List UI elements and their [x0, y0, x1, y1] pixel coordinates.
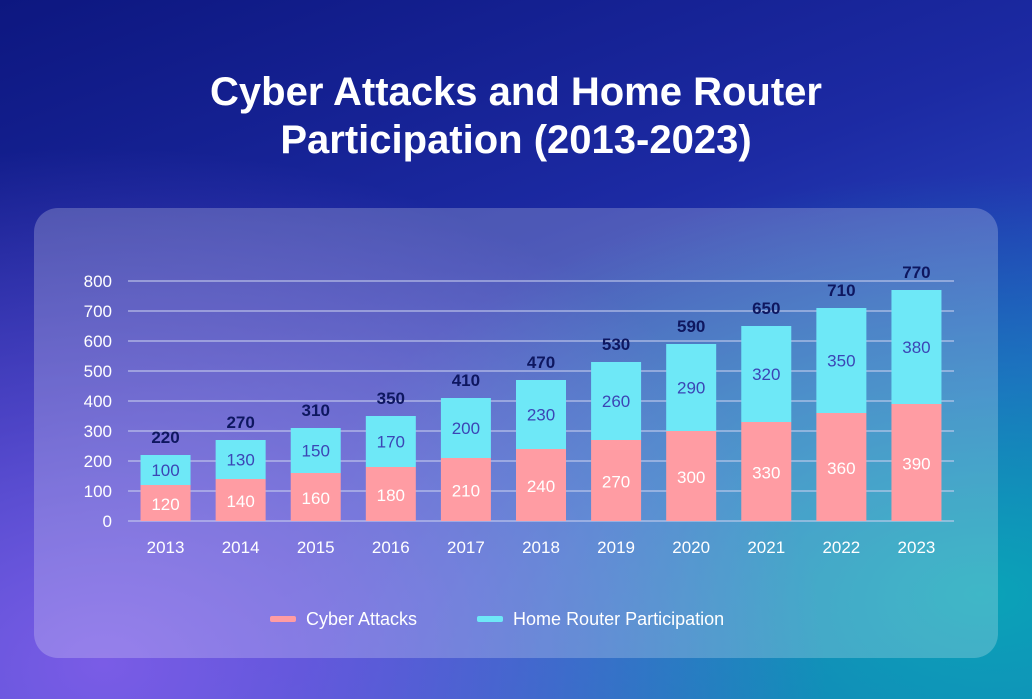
legend-label-cyber-attacks: Cyber Attacks [306, 608, 418, 629]
legend-item-cyber-attacks[interactable]: Cyber Attacks [270, 609, 417, 630]
data-label-home-router-participation-2013: 100 [151, 461, 179, 480]
bar-home-router-participation-2013 [140, 455, 191, 485]
legend-swatch-home-router-participation [477, 616, 504, 622]
bar-home-router-participation-2015 [290, 428, 341, 473]
x-tick-label-2014: 2014 [222, 538, 260, 557]
y-tick-label-500: 500 [84, 362, 112, 381]
legend-item-home-router-participation[interactable]: Home Router Participation [477, 609, 724, 630]
bar-cyber-attacks-2023 [891, 404, 942, 521]
bar-cyber-attacks-2013 [140, 485, 191, 521]
data-label-cyber-attacks-2015: 160 [302, 489, 330, 508]
data-label-cyber-attacks-2014: 140 [226, 492, 254, 511]
bar-cyber-attacks-2018 [516, 449, 566, 521]
total-label-2015: 310 [302, 401, 330, 420]
data-label-home-router-participation-2020: 290 [677, 379, 705, 398]
y-tick-label-0: 0 [103, 512, 112, 531]
bar-cyber-attacks-2016 [365, 467, 416, 521]
data-label-cyber-attacks-2016: 180 [377, 486, 405, 505]
bar-home-router-participation-2017 [440, 398, 491, 458]
data-label-home-router-participation-2017: 200 [452, 419, 480, 438]
x-tick-label-2022: 2022 [822, 538, 860, 557]
total-label-2014: 270 [226, 413, 254, 432]
title-line-2: Participation (2013-2023) [280, 118, 752, 162]
data-label-home-router-participation-2022: 350 [827, 352, 855, 371]
data-label-home-router-participation-2019: 260 [602, 392, 630, 411]
bar-home-router-participation-2022 [816, 308, 867, 413]
data-label-cyber-attacks-2021: 330 [752, 464, 780, 483]
data-label-home-router-participation-2016: 170 [377, 433, 405, 452]
y-tick-label-600: 600 [84, 332, 112, 351]
x-tick-label-2018: 2018 [522, 538, 560, 557]
bar-cyber-attacks-2021 [741, 422, 792, 521]
x-tick-label-2013: 2013 [147, 538, 185, 557]
total-label-2023: 770 [902, 263, 930, 282]
x-tick-label-2016: 2016 [372, 538, 410, 557]
data-label-cyber-attacks-2019: 270 [602, 473, 630, 492]
total-label-2022: 710 [827, 281, 855, 300]
total-label-2020: 590 [677, 317, 705, 336]
data-label-home-router-participation-2018: 230 [527, 406, 555, 425]
data-label-cyber-attacks-2020: 300 [677, 468, 705, 487]
bar-home-router-participation-2023 [891, 290, 942, 404]
bar-cyber-attacks-2015 [290, 473, 341, 521]
x-tick-label-2019: 2019 [597, 538, 635, 557]
chart-title: Cyber Attacks and Home Router Participat… [0, 68, 1032, 164]
total-label-2013: 220 [151, 428, 179, 447]
data-label-home-router-participation-2023: 380 [902, 338, 930, 357]
bar-cyber-attacks-2017 [440, 458, 491, 521]
bar-cyber-attacks-2020 [666, 431, 717, 521]
total-label-2018: 470 [527, 353, 555, 372]
bar-home-router-participation-2019 [591, 362, 642, 440]
bar-home-router-participation-2021 [741, 326, 792, 422]
bar-cyber-attacks-2022 [816, 413, 867, 521]
x-tick-label-2015: 2015 [297, 538, 335, 557]
bar-home-router-participation-2014 [215, 440, 266, 479]
data-label-cyber-attacks-2013: 120 [151, 495, 179, 514]
x-tick-label-2023: 2023 [898, 538, 936, 557]
x-tick-label-2017: 2017 [447, 538, 485, 557]
total-label-2021: 650 [752, 299, 780, 318]
data-label-home-router-participation-2015: 150 [302, 442, 330, 461]
bar-cyber-attacks-2019 [591, 440, 642, 521]
bar-home-router-participation-2018 [516, 380, 566, 449]
y-tick-label-700: 700 [84, 302, 112, 321]
total-label-2016: 350 [377, 389, 405, 408]
x-tick-label-2021: 2021 [747, 538, 785, 557]
data-label-cyber-attacks-2018: 240 [527, 477, 555, 496]
legend-swatch-cyber-attacks [270, 616, 296, 622]
total-label-2017: 410 [452, 371, 480, 390]
title-line-1: Cyber Attacks and Home Router [210, 70, 822, 114]
bar-home-router-participation-2016 [365, 416, 416, 467]
x-tick-label-2020: 2020 [672, 538, 710, 557]
bar-home-router-participation-2020 [666, 344, 717, 431]
data-label-home-router-participation-2014: 130 [226, 451, 254, 470]
data-label-home-router-participation-2021: 320 [752, 365, 780, 384]
legend-label-home-router-participation: Home Router Participation [513, 608, 725, 629]
y-tick-label-300: 300 [84, 422, 112, 441]
data-label-cyber-attacks-2023: 390 [902, 455, 930, 474]
y-tick-label-800: 800 [84, 272, 112, 291]
bar-cyber-attacks-2014 [215, 479, 266, 521]
total-label-2019: 530 [602, 335, 630, 354]
legend: Cyber Attacks Home Router Participation [270, 606, 784, 632]
y-tick-label-100: 100 [84, 482, 112, 501]
data-label-cyber-attacks-2022: 360 [827, 459, 855, 478]
y-tick-label-400: 400 [84, 392, 112, 411]
y-tick-label-200: 200 [84, 452, 112, 471]
data-label-cyber-attacks-2017: 210 [452, 482, 480, 501]
